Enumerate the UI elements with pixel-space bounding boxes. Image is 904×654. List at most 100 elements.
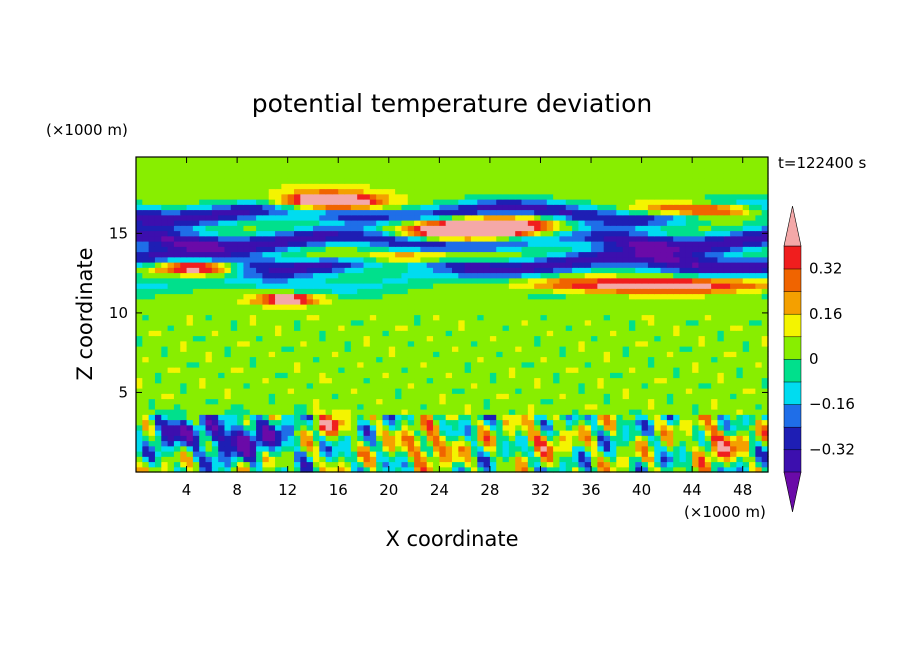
contour-cell xyxy=(357,409,365,415)
contour-cell xyxy=(654,398,662,405)
contour-cell xyxy=(414,288,421,295)
contour-cell xyxy=(730,351,737,358)
contour-cell xyxy=(230,409,238,415)
contour-cell xyxy=(641,209,649,216)
contour-cell xyxy=(477,398,485,405)
contour-cell xyxy=(319,214,327,221)
contour-cell xyxy=(161,251,169,258)
contour-cell xyxy=(294,272,301,279)
contour-cell xyxy=(420,356,428,363)
contour-cell xyxy=(685,209,693,216)
contour-cell xyxy=(230,346,238,352)
contour-cell xyxy=(173,314,181,321)
contour-cell xyxy=(483,335,491,342)
contour-cell xyxy=(136,340,143,347)
contour-cell xyxy=(325,398,333,405)
contour-cell xyxy=(527,451,535,457)
contour-cell xyxy=(603,325,611,331)
contour-cell xyxy=(414,382,421,389)
contour-cell xyxy=(704,393,712,400)
contour-cell xyxy=(249,288,257,295)
contour-cell xyxy=(395,372,403,379)
contour-cell xyxy=(597,445,605,452)
contour-cell xyxy=(395,445,403,452)
contour-cell xyxy=(458,356,466,363)
contour-cell xyxy=(306,419,314,426)
contour-cell xyxy=(407,340,415,347)
contour-cell xyxy=(761,414,769,421)
contour-cell xyxy=(521,335,529,342)
contour-cell xyxy=(344,451,352,457)
contour-cell xyxy=(723,403,731,410)
contour-cell xyxy=(357,440,365,447)
contour-cell xyxy=(673,262,681,268)
contour-cell xyxy=(553,283,561,289)
contour-cell xyxy=(673,298,681,305)
contour-cell xyxy=(622,398,630,405)
contour-cell xyxy=(692,461,700,468)
contour-cell xyxy=(742,325,750,331)
contour-cell xyxy=(711,209,719,216)
contour-cell xyxy=(553,272,561,279)
contour-cell xyxy=(610,456,617,463)
contour-cell xyxy=(508,388,516,394)
contour-cell xyxy=(502,251,510,258)
contour-cell xyxy=(445,382,453,389)
contour-cell xyxy=(344,335,352,342)
contour-cell xyxy=(420,430,428,436)
contour-cell xyxy=(496,214,504,221)
contour-cell xyxy=(685,246,693,253)
contour-cell xyxy=(546,309,554,316)
contour-cell xyxy=(186,209,194,216)
contour-cell xyxy=(148,288,156,295)
contour-cell xyxy=(521,325,529,331)
contour-cell xyxy=(376,451,384,457)
contour-cell xyxy=(546,435,554,442)
contour-cell xyxy=(616,414,624,421)
contour-cell xyxy=(635,267,643,274)
contour-cell xyxy=(319,314,327,321)
contour-cell xyxy=(521,298,529,305)
contour-cell xyxy=(363,367,371,373)
contour-cell xyxy=(616,220,624,226)
contour-cell xyxy=(407,451,415,457)
contour-cell xyxy=(199,235,207,242)
contour-cell xyxy=(401,361,409,368)
contour-cell xyxy=(173,340,181,347)
contour-cell xyxy=(161,346,169,352)
contour-cell xyxy=(294,403,301,410)
contour-cell xyxy=(717,367,725,373)
contour-cell xyxy=(426,251,434,258)
contour-cell xyxy=(635,235,643,242)
contour-cell xyxy=(628,288,636,295)
contour-cell xyxy=(515,235,523,242)
contour-cell xyxy=(711,346,719,352)
contour-cell xyxy=(559,346,567,352)
contour-cell xyxy=(331,246,339,253)
contour-cell xyxy=(363,445,371,452)
contour-cell xyxy=(331,372,339,379)
contour-cell xyxy=(704,424,712,431)
contour-cell xyxy=(192,220,200,226)
contour-cell xyxy=(357,277,365,284)
contour-cell xyxy=(679,262,687,268)
contour-cell xyxy=(749,309,756,316)
contour-cell xyxy=(723,377,731,384)
contour-cell xyxy=(464,230,472,237)
contour-cell xyxy=(262,451,270,457)
contour-cell xyxy=(628,435,636,442)
contour-cell xyxy=(572,246,579,253)
contour-cell xyxy=(540,220,548,226)
contour-cell xyxy=(521,235,529,242)
contour-cell xyxy=(742,409,750,415)
contour-cell xyxy=(180,283,188,289)
contour-cell xyxy=(344,283,352,289)
contour-cell xyxy=(616,214,624,221)
contour-cell xyxy=(477,440,485,447)
contour-cell xyxy=(711,246,719,253)
contour-cell xyxy=(496,325,504,331)
contour-cell xyxy=(692,403,700,410)
contour-cell xyxy=(338,288,346,295)
contour-cell xyxy=(597,430,605,436)
contour-cell xyxy=(382,440,390,447)
